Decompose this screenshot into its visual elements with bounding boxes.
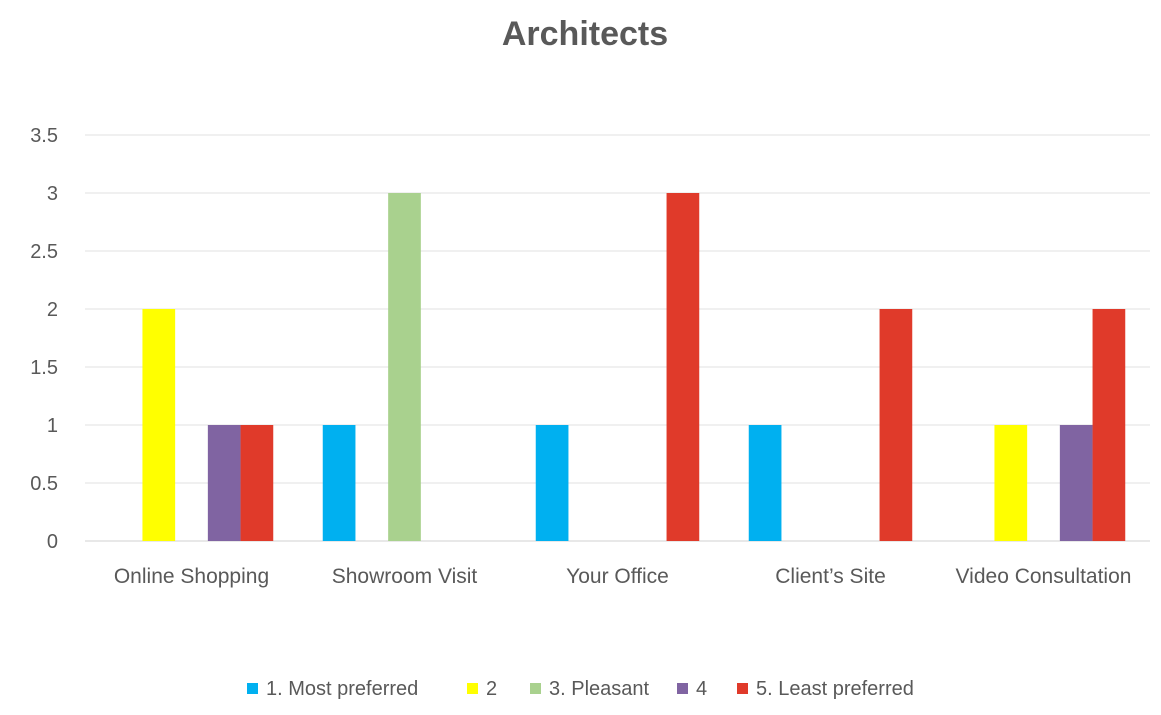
bar <box>1092 309 1126 541</box>
y-axis: 0 0.5 1 1.5 2 2.5 3 3.5 <box>30 125 58 553</box>
legend-swatch <box>737 683 748 694</box>
legend-swatch <box>530 683 541 694</box>
y-tick-label: 1 <box>47 415 58 437</box>
x-tick-label: Your Office <box>566 565 669 588</box>
y-tick-label: 3.5 <box>30 125 58 147</box>
x-tick-label: Online Shopping <box>114 565 269 588</box>
legend-label: 5. Least preferred <box>756 678 914 700</box>
chart-title: Architects <box>502 15 668 53</box>
bars <box>142 193 1126 541</box>
legend-label: 3. Pleasant <box>549 678 650 700</box>
x-axis: Online Shopping Showroom Visit Your Office… <box>114 565 1132 588</box>
bar <box>535 425 569 541</box>
legend-item: 3. Pleasant <box>530 678 650 700</box>
legend-swatch <box>677 683 688 694</box>
bar <box>1059 425 1093 541</box>
legend-swatch <box>467 683 478 694</box>
legend-swatch <box>247 683 258 694</box>
legend-item: 5. Least preferred <box>737 678 914 700</box>
bar <box>142 309 176 541</box>
legend-label: 2 <box>486 678 497 700</box>
bar <box>207 425 241 541</box>
y-tick-label: 2.5 <box>30 241 58 263</box>
bar <box>388 193 421 541</box>
y-tick-label: 0 <box>47 531 58 553</box>
legend-item: 1. Most preferred <box>247 678 418 700</box>
bar <box>240 425 274 541</box>
y-tick-label: 3 <box>47 183 58 205</box>
x-tick-label: Video Consultation <box>956 565 1132 588</box>
legend-label: 1. Most preferred <box>266 678 418 700</box>
y-tick-label: 0.5 <box>30 473 58 495</box>
bar <box>994 425 1028 541</box>
legend-item: 2 <box>467 678 497 700</box>
y-tick-label: 2 <box>47 299 58 321</box>
x-tick-label: Showroom Visit <box>332 565 478 588</box>
bar <box>879 309 913 541</box>
legend-item: 4 <box>677 678 707 700</box>
legend: 1. Most preferred 2 3. Pleasant 4 5. Least p… <box>247 678 914 700</box>
bar <box>748 425 782 541</box>
x-tick-label: Client’s Site <box>775 565 886 588</box>
bar <box>322 425 356 541</box>
legend-label: 4 <box>696 678 707 700</box>
bar <box>666 193 700 541</box>
y-tick-label: 1.5 <box>30 357 58 379</box>
